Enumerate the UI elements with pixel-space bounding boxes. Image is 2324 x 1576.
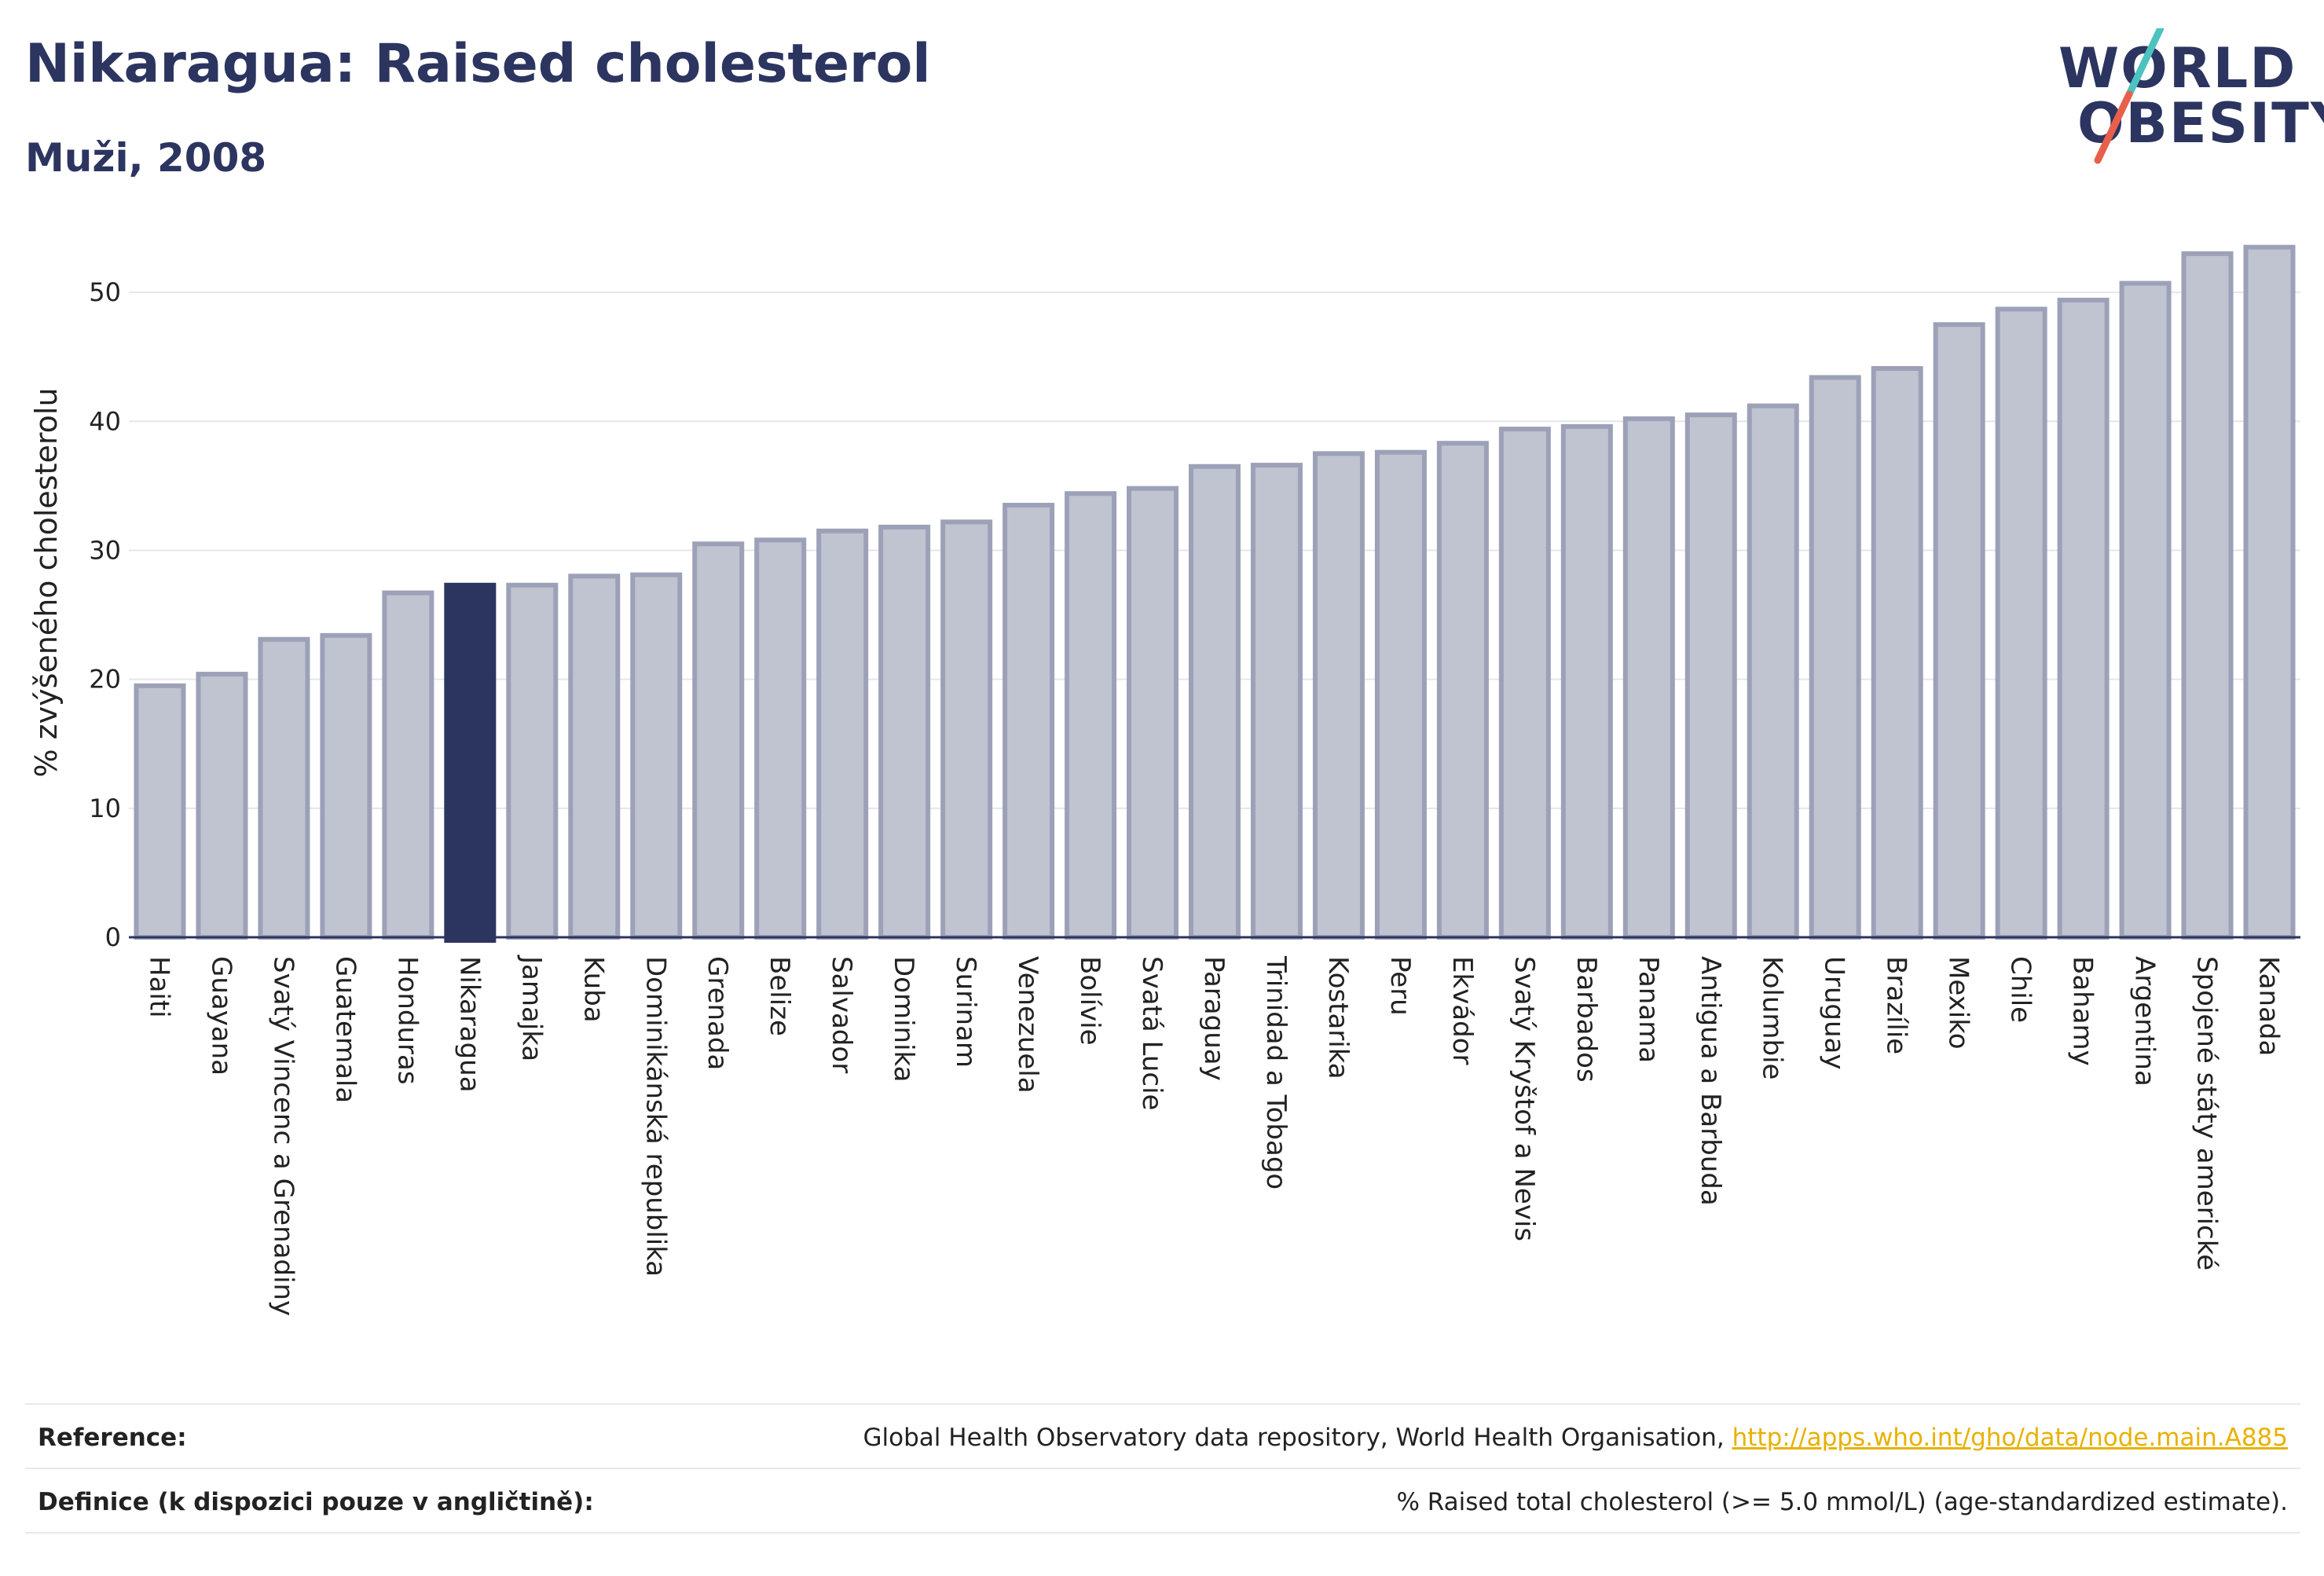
x-tick-label: Salvador: [826, 956, 857, 1073]
x-tick-label: Kolumbie: [1757, 956, 1788, 1079]
x-tick-label: Dominika: [888, 956, 919, 1082]
y-axis-ticks: 0 10 20 30 40 50: [89, 277, 121, 952]
bar-dominika[interactable]: [878, 524, 931, 940]
bars: [134, 244, 2296, 943]
bar-grenada[interactable]: [692, 541, 745, 940]
x-tick-label: Brazílie: [1881, 956, 1912, 1054]
x-tick-label: Svatá Lucie: [1136, 956, 1167, 1110]
bar-ekv-dor[interactable]: [1436, 441, 1489, 940]
definition-label: Definice (k dispozici pouze v angličtině…: [38, 1488, 594, 1516]
x-tick-label: Ekvádor: [1446, 956, 1478, 1065]
bar-kanada[interactable]: [2243, 244, 2296, 940]
x-tick-label: Nikaragua: [453, 956, 485, 1093]
bar-antigua-a-barbuda[interactable]: [1684, 412, 1737, 940]
x-tick-label: Kostarika: [1322, 956, 1354, 1079]
x-tick-label: Uruguay: [1819, 956, 1850, 1070]
bar-honduras[interactable]: [382, 590, 434, 940]
x-tick-label: Panama: [1633, 956, 1664, 1063]
x-tick-label: Mexiko: [1943, 956, 1974, 1050]
x-tick-label: Chile: [2005, 956, 2036, 1023]
x-tick-label: Dominikánská republika: [640, 956, 671, 1277]
bar-bahamy[interactable]: [2057, 297, 2110, 940]
bar-paraguay[interactable]: [1188, 464, 1241, 940]
reference-link[interactable]: http://apps.who.int/gho/data/node.main.A…: [1732, 1424, 2288, 1452]
bar-dominik-nsk-republika[interactable]: [630, 572, 683, 940]
x-tick-label: Belize: [764, 956, 795, 1036]
x-tick-label: Svatý Kryštof a Nevis: [1508, 956, 1540, 1241]
world-obesity-logo[interactable]: WORLD OBESITY: [2043, 28, 2324, 170]
x-tick-label: Bolívie: [1074, 956, 1105, 1046]
reference-value: Global Health Observatory data repositor…: [863, 1424, 2288, 1452]
bar-bol-vie[interactable]: [1065, 491, 1117, 940]
x-tick-label: Bahamy: [2067, 956, 2099, 1066]
logo-word-world: WORLD: [2058, 36, 2297, 101]
bar-svat-vincenc-a-grenadiny[interactable]: [258, 636, 310, 940]
page-subtitle: Muži, 2008: [25, 135, 267, 181]
bar-kuba[interactable]: [568, 574, 621, 940]
bar-kolumbie[interactable]: [1747, 403, 1799, 940]
x-tick-label: Honduras: [391, 956, 423, 1085]
bar-nikaragua[interactable]: [444, 582, 497, 943]
bar-mexiko[interactable]: [1933, 322, 1985, 940]
logo-slash-icon: [2094, 28, 2165, 164]
bar-venezuela[interactable]: [1003, 502, 1055, 940]
y-axis-title: % zvýšeného cholesterolu: [29, 387, 64, 777]
bar-svat-lucie[interactable]: [1127, 486, 1179, 940]
reference-label: Reference:: [38, 1424, 187, 1452]
bar-barbados[interactable]: [1560, 423, 1613, 940]
bar-peru[interactable]: [1374, 449, 1427, 940]
bar-guayana[interactable]: [196, 672, 248, 940]
bar-jamajka[interactable]: [506, 582, 559, 940]
x-tick-label: Guatemala: [329, 956, 361, 1103]
bar-chart: 0 10 20 30 40 50 Haiti Guayana Svatý Vincenc a …: [29, 244, 2300, 1316]
page-title: Nikaragua: Raised cholesterol: [25, 33, 931, 95]
bar-spojen-st-ty-americk-[interactable]: [2181, 251, 2234, 940]
x-tick-label: Surinam: [950, 956, 981, 1068]
y-tick-label: 40: [89, 406, 121, 436]
bar-trinidad-a-tobago[interactable]: [1250, 463, 1303, 940]
x-tick-label: Peru: [1384, 956, 1416, 1016]
reference-text: Global Health Observatory data repositor…: [863, 1424, 1732, 1452]
bar-panama[interactable]: [1622, 416, 1675, 940]
x-tick-label: Trinidad a Tobago: [1260, 955, 1292, 1189]
x-tick-label: Guayana: [205, 956, 236, 1076]
bar-guatemala[interactable]: [320, 632, 372, 940]
x-tick-label: Barbados: [1571, 956, 1602, 1083]
bar-belize[interactable]: [754, 537, 807, 940]
bar-surinam[interactable]: [940, 519, 993, 940]
x-tick-label: Paraguay: [1198, 956, 1230, 1081]
bar-argentina[interactable]: [2119, 280, 2172, 940]
x-tick-label: Grenada: [702, 956, 733, 1070]
x-tick-label: Argentina: [2129, 956, 2161, 1087]
definition-row: Definice (k dispozici pouze v angličtině…: [25, 1468, 2300, 1534]
bar-salvador[interactable]: [816, 528, 869, 940]
x-tick-label: Spojené státy americké: [2191, 956, 2223, 1270]
x-tick-label: Venezuela: [1012, 956, 1043, 1094]
bar-haiti[interactable]: [134, 683, 186, 940]
bar-uruguay[interactable]: [1809, 375, 1861, 940]
bar-chile[interactable]: [1995, 306, 2047, 940]
bar-braz-lie[interactable]: [1871, 365, 1923, 940]
x-tick-label: Svatý Vincenc a Grenadiny: [267, 956, 299, 1316]
y-tick-label: 0: [105, 922, 121, 952]
y-tick-label: 10: [89, 793, 121, 823]
x-tick-label: Jamajka: [515, 955, 547, 1061]
x-tick-label: Antigua a Barbuda: [1695, 956, 1726, 1206]
x-tick-label: Kuba: [577, 956, 609, 1023]
reference-row: Reference: Global Health Observatory dat…: [25, 1403, 2300, 1468]
bar-svat-kry-tof-a-nevis[interactable]: [1498, 427, 1551, 940]
definition-value: % Raised total cholesterol (>= 5.0 mmol/…: [1396, 1488, 2288, 1516]
x-axis-ticks: Haiti Guayana Svatý Vincenc a Grenadiny Gua…: [143, 955, 2284, 1316]
bar-kostarika[interactable]: [1312, 451, 1365, 940]
x-tick-label: Kanada: [2253, 956, 2285, 1056]
y-tick-label: 30: [89, 535, 121, 565]
y-tick-label: 50: [89, 277, 121, 307]
y-tick-label: 20: [89, 665, 121, 695]
x-tick-label: Haiti: [143, 956, 174, 1018]
